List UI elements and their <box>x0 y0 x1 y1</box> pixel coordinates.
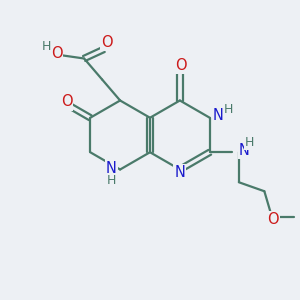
Text: O: O <box>176 58 187 73</box>
Text: N: N <box>174 165 185 180</box>
Text: N: N <box>239 143 250 158</box>
Text: H: H <box>106 173 116 187</box>
Text: H: H <box>41 40 51 53</box>
Text: H: H <box>224 103 233 116</box>
Text: O: O <box>268 212 279 227</box>
Text: N: N <box>106 160 117 175</box>
Text: H: H <box>245 136 254 149</box>
Text: N: N <box>213 108 224 123</box>
Text: O: O <box>101 35 112 50</box>
Text: O: O <box>61 94 73 110</box>
Text: O: O <box>51 46 62 61</box>
